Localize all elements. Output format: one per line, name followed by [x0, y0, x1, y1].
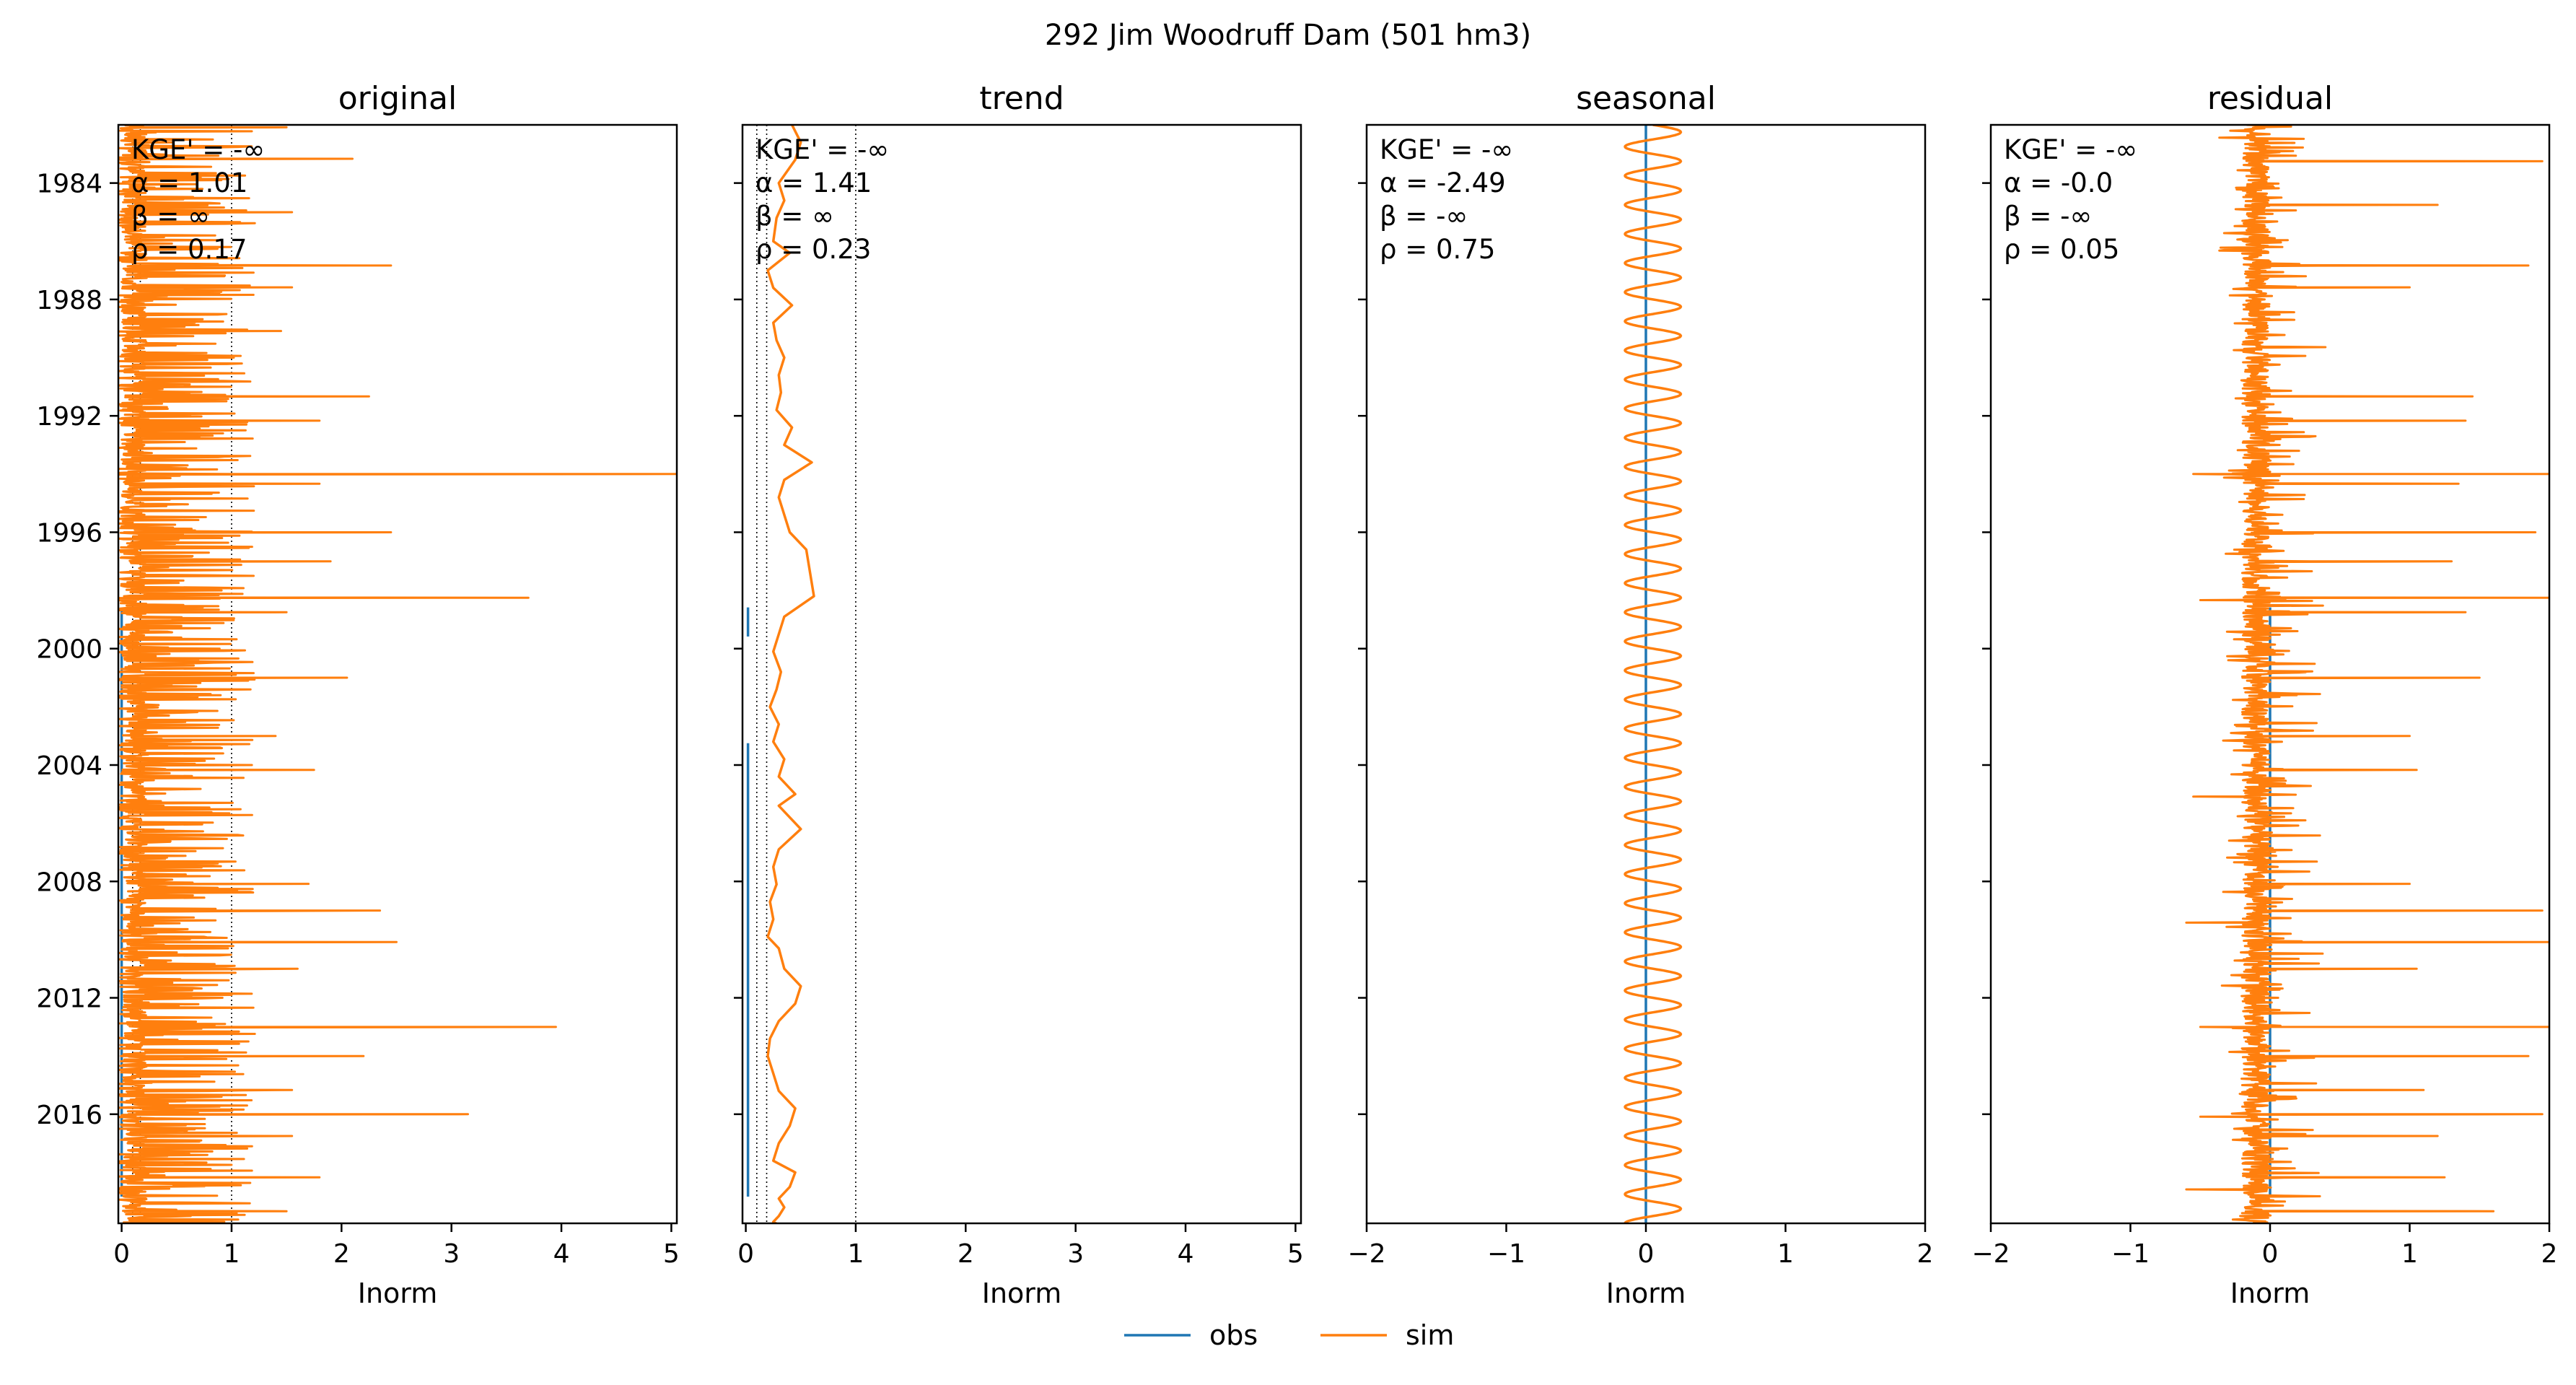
x-tick-label: 1 — [223, 1239, 240, 1269]
plot-area — [1624, 125, 1683, 1223]
x-tick-label: 3 — [443, 1239, 460, 1269]
panel-original: 0 1 2 3 4 5 Inorm 1984 1988 1992 1996 2000 2004 2008 2… — [36, 80, 679, 1309]
y-tick-label: 2000 — [36, 635, 102, 665]
stat-annotation: ρ = 0.75 — [1380, 234, 1495, 265]
panel-trend: 0 1 2 3 4 5 Inorm trend KGE' = -∞α = 1.41β = ∞ρ … — [734, 80, 1304, 1309]
stat-annotation: ρ = 0.23 — [755, 234, 871, 265]
x-tick-label: 3 — [1067, 1239, 1084, 1269]
x-tick-label: 2 — [2541, 1239, 2558, 1269]
stat-annotation: KGE' = -∞ — [131, 134, 265, 165]
panel-title: trend — [979, 80, 1064, 117]
stat-annotation: β = ∞ — [131, 201, 210, 232]
x-tick-label: 5 — [1287, 1239, 1304, 1269]
panels: 0 1 2 3 4 5Inorm19841988199219962000200420082… — [36, 80, 2557, 1309]
stat-annotation: α = -2.49 — [1380, 167, 1506, 198]
stat-annotation: α = -0.0 — [2004, 167, 2113, 198]
x-axis-label: Inorm — [2230, 1277, 2310, 1309]
stat-annotation: KGE' = -∞ — [2004, 134, 2137, 165]
x-tick-label: −1 — [2111, 1239, 2150, 1269]
y-tick-label: 1996 — [36, 518, 102, 548]
plot-area — [746, 125, 857, 1223]
panel-residual: −2 −1 0 1 2 Inorm residual KGE' = -∞α = -0.0β =… — [1971, 80, 2557, 1309]
x-tick-label: 2 — [1917, 1239, 1934, 1269]
x-tick-label: 1 — [847, 1239, 864, 1269]
x-tick-label: −2 — [1971, 1239, 2010, 1269]
x-tick-label: 5 — [663, 1239, 680, 1269]
x-tick-label: 4 — [1178, 1239, 1194, 1269]
y-tick-label: 1992 — [36, 402, 102, 432]
stat-annotation: ρ = 0.05 — [2004, 234, 2119, 265]
x-tick-label: 4 — [553, 1239, 570, 1269]
x-tick-label: 0 — [1638, 1239, 1655, 1269]
stat-annotation: α = 1.41 — [755, 167, 872, 198]
panel-title: residual — [2207, 80, 2333, 117]
y-tick-label: 2008 — [36, 868, 102, 897]
panel-seasonal: −2 −1 0 1 2 Inorm seasonal KGE' = -∞α = -2.49β … — [1347, 80, 1933, 1309]
plot-area — [118, 125, 677, 1223]
stat-annotation: ρ = 0.17 — [131, 234, 247, 265]
x-tick-label: 1 — [1777, 1239, 1794, 1269]
stat-annotation: KGE' = -∞ — [755, 134, 889, 165]
x-axis-label: Inorm — [1606, 1277, 1686, 1309]
stat-annotation: KGE' = -∞ — [1380, 134, 1513, 165]
y-tick-label: 1988 — [36, 286, 102, 315]
stat-annotation: β = -∞ — [2004, 201, 2092, 232]
x-tick-label: 0 — [2262, 1239, 2279, 1269]
panel-title: seasonal — [1576, 80, 1716, 117]
y-tick-label: 1984 — [36, 170, 102, 199]
y-tick-label: 2016 — [36, 1101, 102, 1130]
x-axis-label: Inorm — [982, 1277, 1062, 1309]
y-tick-label: 2012 — [36, 984, 102, 1014]
sim-series-line — [2185, 125, 2549, 1223]
y-tick-label: 2004 — [36, 751, 102, 781]
axes-frame — [117, 123, 678, 1225]
x-tick-label: 0 — [737, 1239, 754, 1269]
x-axis-label: Inorm — [358, 1277, 438, 1309]
stat-annotation: β = ∞ — [755, 201, 834, 232]
x-tick-label: 1 — [2401, 1239, 2418, 1269]
stat-annotation: β = -∞ — [1380, 201, 1468, 232]
legend-label-sim: sim — [1406, 1319, 1454, 1351]
sim-series-line — [118, 125, 677, 1223]
x-tick-label: 2 — [333, 1239, 350, 1269]
legend: obs sim — [1124, 1319, 1454, 1351]
plot-area — [2185, 125, 2549, 1223]
x-tick-label: −2 — [1347, 1239, 1385, 1269]
panel-title: original — [338, 80, 457, 117]
sim-seasonal-line — [1624, 125, 1683, 1223]
figure-title: 292 Jim Woodruff Dam (501 hm3) — [1045, 19, 1531, 52]
legend-label-obs: obs — [1209, 1319, 1258, 1351]
axes-frame — [741, 123, 1302, 1225]
stat-annotation: α = 1.01 — [131, 167, 247, 198]
x-tick-label: 2 — [958, 1239, 974, 1269]
x-tick-label: 0 — [113, 1239, 130, 1269]
sim-trend-line — [766, 125, 815, 1223]
x-tick-label: −1 — [1487, 1239, 1525, 1269]
